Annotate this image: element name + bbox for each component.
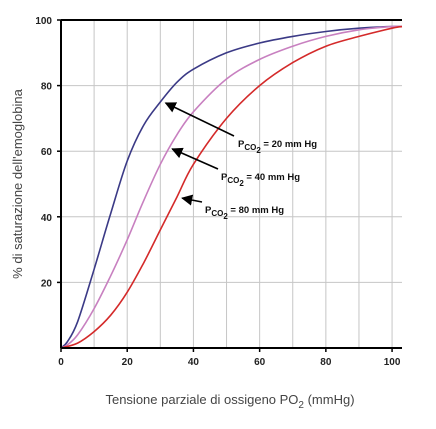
annotation-co: CO [227, 176, 239, 185]
annotation-arrow-3 [181, 194, 203, 206]
annotation-p: P [238, 139, 245, 150]
annotation-label-1: PCO2 = 20 mm Hg [238, 139, 317, 155]
axes [57, 19, 402, 352]
annotation-2: 2 [256, 146, 261, 155]
x-axis-label-sub: 2 [298, 400, 304, 411]
x-tick-label: 0 [58, 357, 64, 368]
y-tick-label: 100 [35, 16, 52, 27]
series-line-1 [60, 25, 403, 349]
x-tick-label: 60 [254, 357, 266, 368]
annotation-label-2: PCO2 = 40 mm Hg [221, 172, 300, 188]
y-axis-label: % di saturazione dell'emoglobina [10, 88, 25, 278]
x-tick-labels: 0 20 40 60 80 100 [58, 357, 401, 368]
x-axis-label-main: Tensione parziale di ossigeno PO [105, 392, 298, 407]
curves [60, 25, 403, 349]
annotation-co: CO [244, 143, 256, 152]
annotation-p: P [221, 172, 228, 183]
annotation-2: 2 [223, 212, 228, 221]
y-tick-label: 20 [41, 278, 53, 289]
annotation-value: = 20 mm Hg [261, 139, 317, 150]
x-tick-label: 20 [122, 357, 134, 368]
y-tick-label: 80 [41, 82, 53, 93]
annotation-value: = 80 mm Hg [228, 205, 284, 216]
annotation-label-3: PCO2 = 80 mm Hg [205, 205, 284, 221]
x-axis-label-unit: (mmHg) [304, 392, 355, 407]
annotation-arrows [164, 102, 235, 206]
x-tick-label: 40 [188, 357, 200, 368]
annotation-arrow-2 [171, 147, 219, 170]
y-tick-label: 40 [41, 213, 53, 224]
y-tick-label: 60 [41, 147, 53, 158]
x-axis-label: Tensione parziale di ossigeno PO2 (mmHg) [105, 392, 354, 411]
annotation-arrow-1 [164, 102, 235, 137]
series-line-2 [60, 25, 403, 349]
x-tick-label: 100 [384, 357, 401, 368]
annotation-p: P [205, 205, 212, 216]
annotation-2: 2 [239, 179, 244, 188]
grid [61, 20, 402, 348]
annotation-value: = 40 mm Hg [244, 172, 300, 183]
series-line-3 [60, 25, 403, 349]
y-tick-labels: 20 40 60 80 100 [35, 16, 52, 289]
x-tick-label: 80 [320, 357, 332, 368]
annotation-co: CO [211, 209, 223, 218]
